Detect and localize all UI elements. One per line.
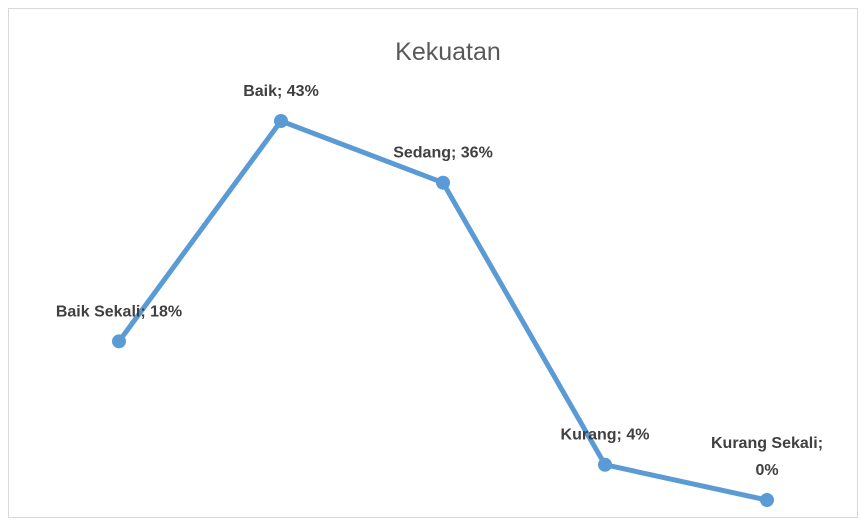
marker [274,114,288,128]
marker [760,493,774,507]
marker [436,175,450,190]
data-label: Baik Sekali; 18% [56,303,182,320]
chart-title: Kekuatan [395,38,501,66]
marker [598,457,612,472]
data-label: Kurang Sekali; 0% [711,435,823,479]
data-label-line: Kurang Sekali; [711,435,823,452]
data-label: Baik; 43% [243,83,319,100]
data-label-line: 0% [755,462,778,479]
marker [112,334,126,349]
chart-frame [8,8,858,518]
data-label: Kurang; 4% [561,427,650,444]
data-label: Sedang; 36% [393,145,493,162]
